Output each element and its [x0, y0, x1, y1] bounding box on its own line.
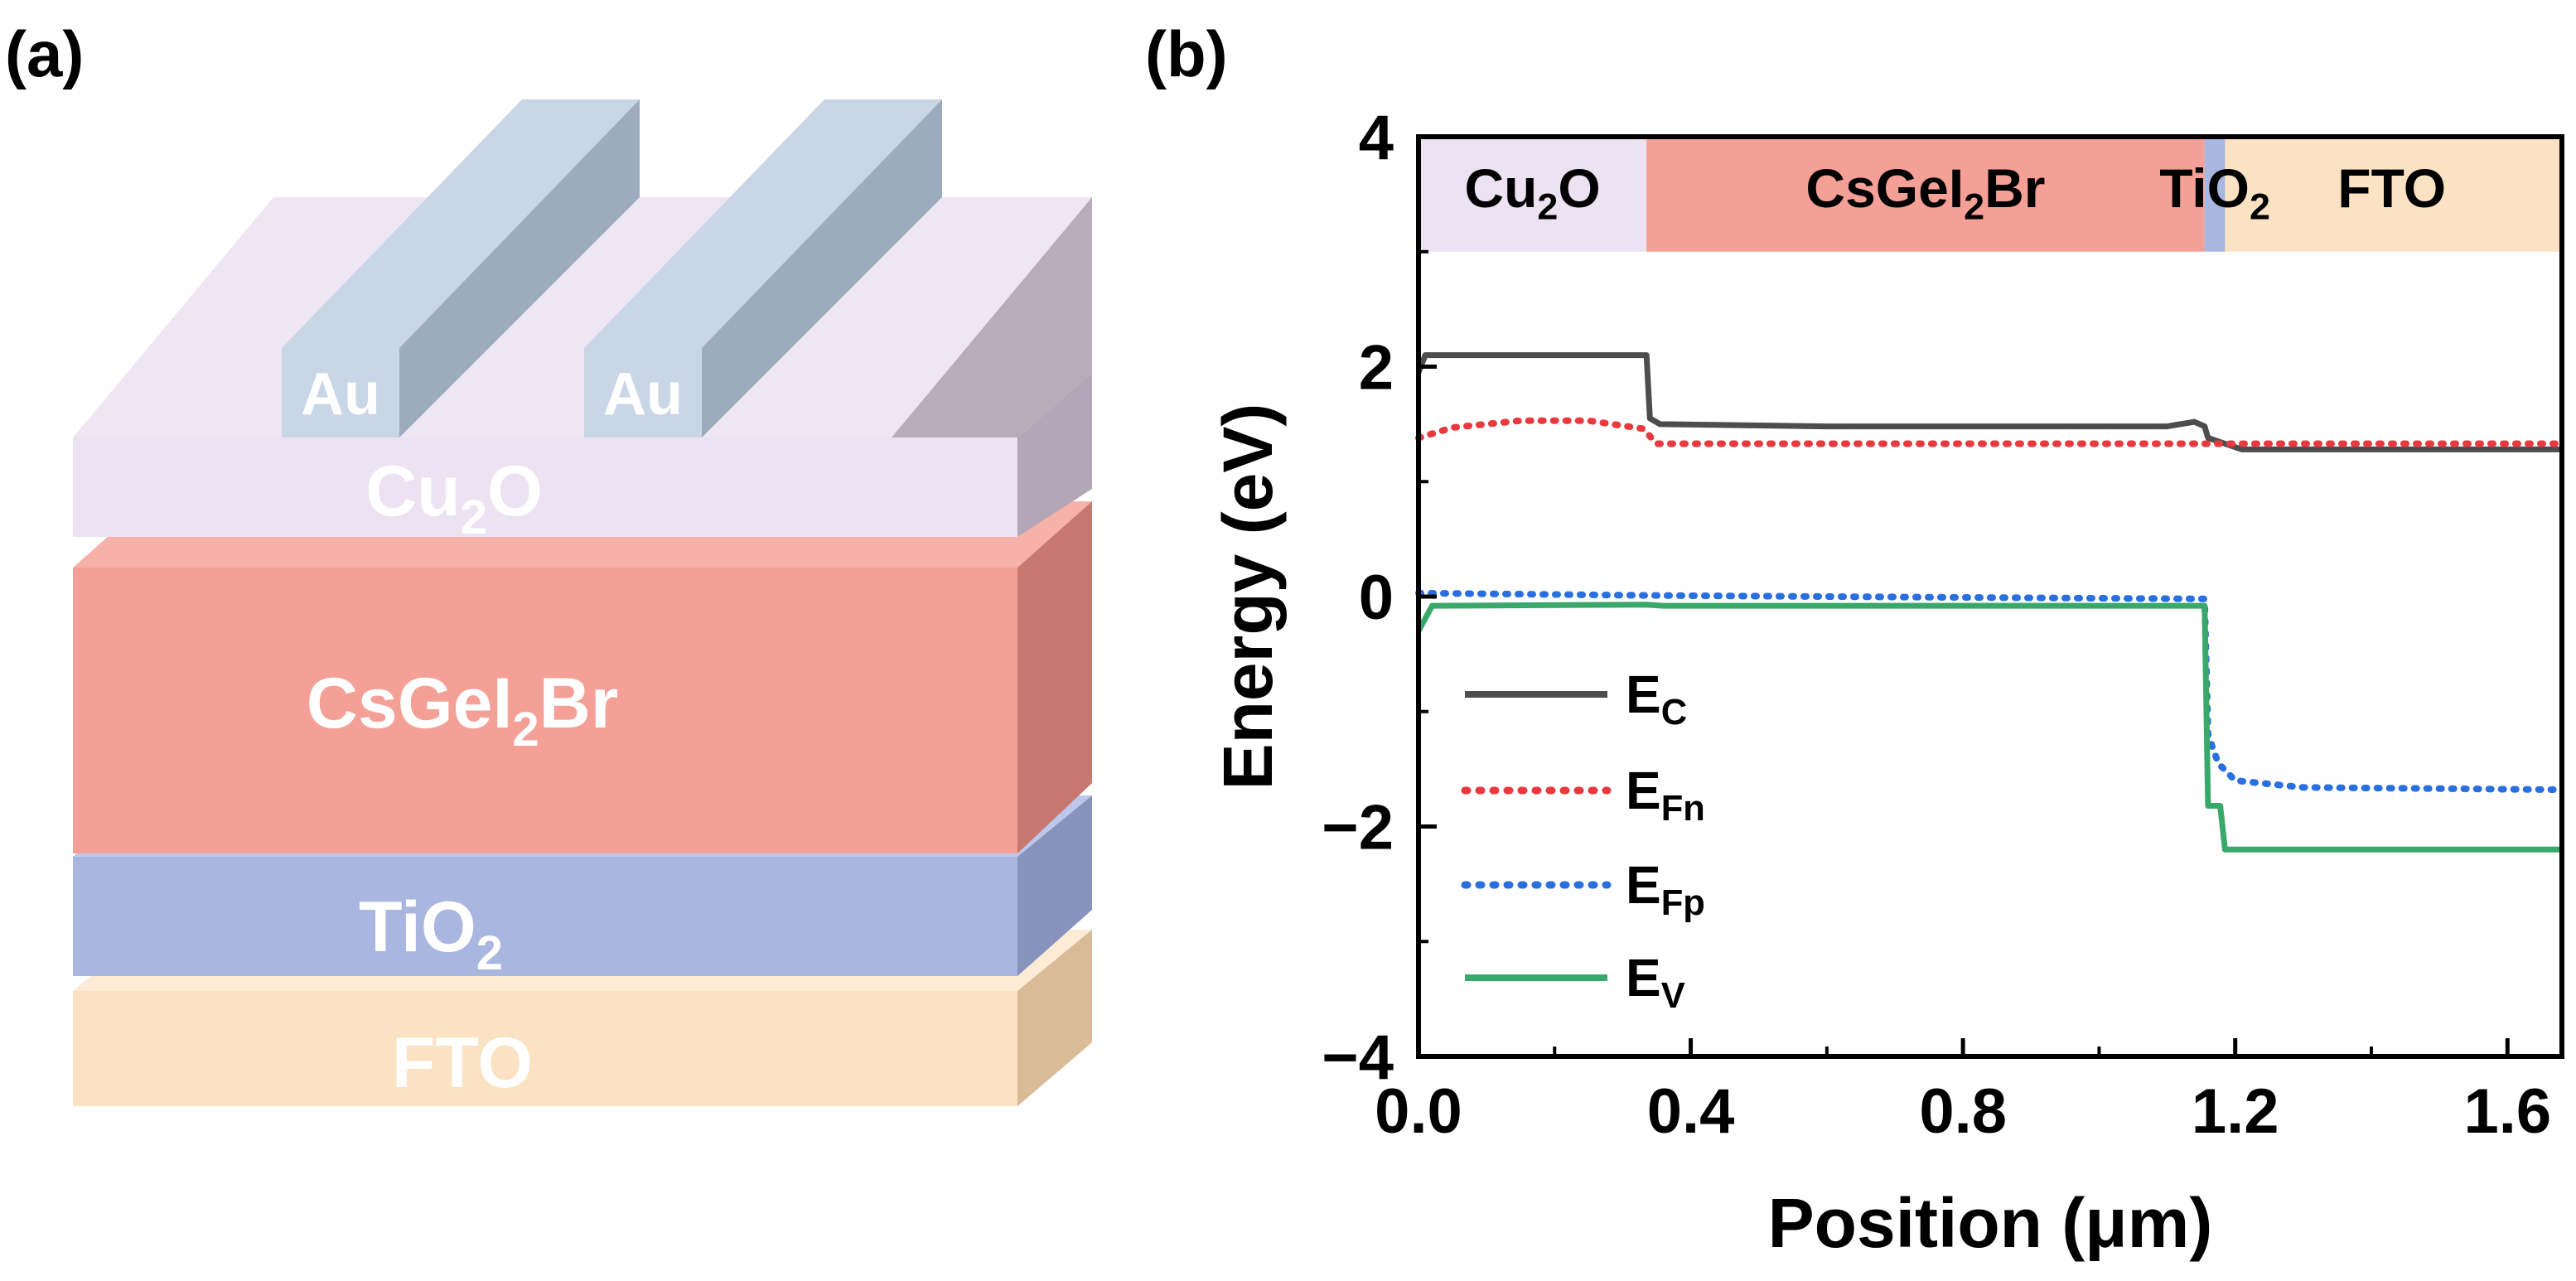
au-label-2: Au: [603, 361, 683, 428]
y-tick-label: 0: [1359, 563, 1394, 633]
y-axis-label: Energy (eV): [1209, 404, 1287, 790]
layer-label-csgei2br: CsGeI2Br: [307, 664, 618, 757]
series-line-fn: [1415, 417, 2565, 447]
axis-ticks: 0.0 0.4 0.8 1.2 1.6 −4 −2 0 2 4: [1322, 103, 2551, 1147]
au-electrode-1: Au: [282, 99, 640, 437]
y-tick-label: −4: [1322, 1022, 1394, 1093]
region-label-0: Cu2O: [1464, 157, 1600, 228]
region-0: [1418, 137, 1647, 252]
au-electrode-2: Au: [584, 99, 942, 437]
x-tick-label: 0.0: [1375, 1076, 1462, 1147]
legend-label-c: EC: [1626, 665, 1687, 732]
x-axis-label: Position (μm): [1768, 1184, 2213, 1262]
legend-label-fn: EFn: [1626, 761, 1705, 829]
y-tick-label: 4: [1359, 103, 1394, 173]
region-band: Cu2O CsGeI2Br TiO2 FTO: [1418, 137, 2562, 252]
region-3: [2225, 137, 2562, 252]
region-label-1: CsGeI2Br: [1805, 157, 2045, 228]
x-tick-label: 1.2: [2192, 1076, 2279, 1147]
layer-label-tio2: TiO2: [359, 887, 503, 980]
region-label-2: TiO2: [2159, 157, 2270, 228]
y-tick-label: 2: [1359, 333, 1394, 404]
x-tick-label: 1.6: [2463, 1076, 2551, 1147]
legend: EC EFn EFp EV: [1461, 665, 1705, 1016]
y-tick-label: −2: [1322, 793, 1394, 863]
layer-csgei2br: CsGeI2Br: [73, 501, 1092, 853]
legend-label-v: EV: [1626, 948, 1685, 1016]
layer-label-fto: FTO: [392, 1023, 533, 1103]
region-1: [1646, 137, 2205, 252]
x-tick-label: 0.4: [1647, 1076, 1735, 1147]
panel-label-a: (a): [5, 17, 84, 90]
au-label-1: Au: [301, 361, 380, 428]
legend-label-fp: EFp: [1626, 855, 1705, 923]
series-line-c: [1415, 352, 2562, 452]
region-label-3: FTO: [2337, 157, 2446, 219]
layer-label-cu2o: Cu2O: [365, 452, 543, 544]
series-lines: [1415, 352, 2565, 853]
device-stack-diagram: FTO TiO2 CsGeI2Br Cu2O: [73, 99, 1092, 1106]
x-tick-label: 0.8: [1919, 1076, 2007, 1147]
series-line-v: [1415, 602, 2562, 853]
panel-label-b: (b): [1145, 17, 1228, 90]
region-2: [2204, 137, 2226, 252]
band-diagram-chart: Cu2O CsGeI2Br TiO2 FTO 0.0 0.4 0.8 1.2 1.6−4−20…: [1209, 103, 2565, 1262]
